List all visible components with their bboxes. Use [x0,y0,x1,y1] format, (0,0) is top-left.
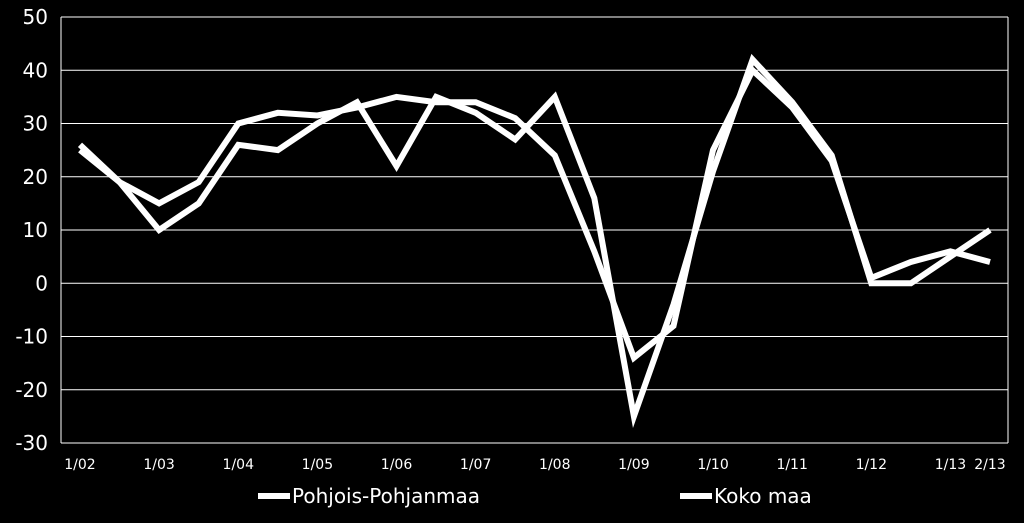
x-tick-label: 1/03 [143,457,174,473]
series-lines [77,53,992,429]
y-tick-label: 20 [23,165,48,189]
series-line-0 [77,53,992,429]
y-tick-label: 30 [23,112,48,136]
grid-lines [60,16,1009,444]
series-line-1 [78,65,991,363]
y-tick-label: 50 [23,5,48,29]
x-tick-label: 1/05 [302,457,333,473]
x-tick-label: 1/04 [223,457,255,473]
y-tick-label: 10 [23,218,48,242]
y-tick-label: 40 [23,58,48,82]
legend-label-1: Koko maa [714,484,812,508]
x-axis: 1/02 1/03 1/04 1/05 1/06 1/07 1/08 1/09 1/10 1/11… [64,457,1005,473]
y-tick-label: -30 [15,431,48,455]
y-axis: 50 40 30 20 10 0 -10 -20 -30 [15,5,48,455]
x-tick-label: 1/10 [697,457,728,473]
x-tick-label: 2/13 [974,457,1005,473]
y-tick-label: 0 [35,271,48,295]
legend-label-0: Pohjois-Pohjanmaa [292,484,480,508]
x-tick-label: 1/13 [935,457,966,473]
x-tick-label: 1/06 [381,457,413,473]
y-tick-label: -20 [15,378,48,402]
x-tick-label: 1/11 [776,457,807,473]
x-tick-label: 1/12 [856,457,887,473]
x-tick-label: 1/07 [460,457,491,473]
x-tick-label: 1/08 [539,457,570,473]
x-tick-label: 1/02 [64,457,95,473]
x-tick-label: 1/09 [618,457,649,473]
legend: Pohjois-Pohjanmaa Koko maa [258,484,812,508]
y-tick-label: -10 [15,325,48,349]
